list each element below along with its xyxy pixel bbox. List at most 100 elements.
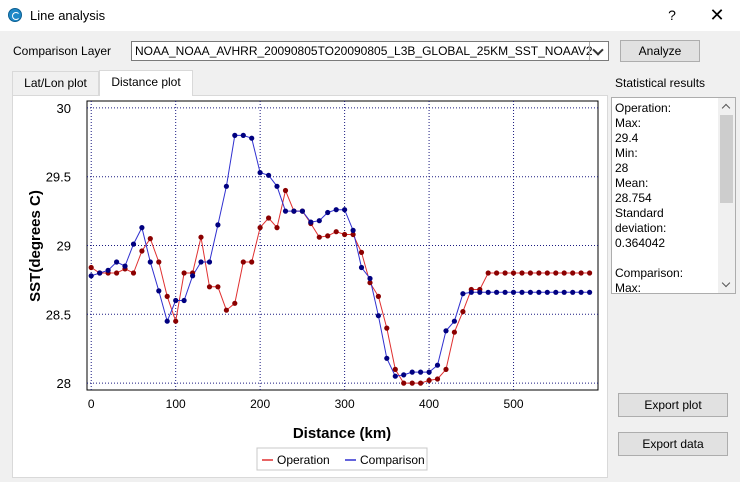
comparison-point (570, 289, 576, 295)
statistical-results-textbox[interactable]: Operation: Max: 29.4 Min: 28 Mean: 28.75… (611, 97, 736, 294)
operation-point (527, 270, 534, 276)
y-axis-label: SST(degrees C) (27, 190, 44, 302)
comparison-point (308, 219, 314, 225)
comparison-point (561, 289, 567, 295)
legend-comparison-label: Comparison (360, 453, 425, 467)
comparison-point (240, 132, 246, 138)
comparison-point (122, 263, 128, 269)
operation-point (401, 380, 407, 386)
operation-point (443, 366, 449, 372)
operation-point (173, 318, 179, 324)
export-plot-button[interactable]: Export plot (618, 393, 728, 417)
comparison-point (392, 373, 398, 379)
comparison-point (232, 132, 238, 138)
comparison-point (114, 259, 120, 265)
operation-point (274, 225, 280, 231)
x-tick-label: 400 (419, 397, 439, 411)
operation-point (206, 284, 213, 290)
comparison-point (164, 318, 170, 324)
comparison-point (139, 225, 145, 231)
operation-point (544, 270, 550, 276)
comparison-point (190, 273, 196, 279)
operation-point (240, 259, 246, 265)
scroll-up-icon[interactable] (718, 98, 735, 115)
comparison-point (342, 207, 348, 213)
operation-point (409, 380, 415, 386)
operation-point (164, 293, 170, 299)
scroll-down-icon[interactable] (718, 276, 735, 293)
comparison-point (578, 289, 584, 295)
operation-point (392, 366, 398, 372)
comparison-point (105, 267, 111, 273)
statistical-results-label: Statistical results (615, 76, 706, 90)
x-tick-label: 200 (250, 397, 270, 411)
comparison-point (384, 355, 390, 361)
comparison-point (274, 183, 280, 189)
y-tick-label: 28.5 (46, 307, 71, 322)
comparison-point (418, 369, 424, 375)
tab-lat-lon-plot[interactable]: Lat/Lon plot (12, 71, 99, 95)
operation-point (316, 234, 322, 240)
comparison-point (426, 369, 432, 375)
operation-point (114, 270, 120, 276)
comparison-point (299, 208, 305, 214)
comparison-point (485, 289, 491, 295)
statistical-results-text: Operation: Max: 29.4 Min: 28 Mean: 28.75… (615, 101, 684, 294)
operation-point (434, 376, 441, 382)
operation-point (451, 329, 457, 335)
comparison-layer-label: Comparison Layer (13, 44, 112, 58)
comparison-point (460, 291, 466, 297)
comparison-point (367, 275, 373, 282)
operation-point (510, 270, 517, 276)
scroll-thumb[interactable] (720, 115, 733, 203)
y-tick-label: 28 (57, 376, 71, 391)
comparison-point (223, 183, 229, 189)
export-data-button[interactable]: Export data (618, 432, 728, 456)
operation-point (249, 259, 255, 265)
comparison-point (434, 362, 441, 368)
operation-point (181, 270, 187, 276)
operation-point (325, 233, 331, 239)
x-axis-label: Distance (km) (293, 425, 391, 442)
operation-point (198, 234, 204, 240)
operation-point (384, 325, 390, 331)
x-tick-label: 0 (88, 397, 95, 411)
tab-distance-plot[interactable]: Distance plot (99, 70, 193, 96)
comparison-point (451, 318, 457, 324)
comparison-point (553, 289, 559, 295)
comparison-point (510, 289, 517, 295)
operation-point (342, 231, 348, 238)
comparison-layer-select[interactable]: NOAA_NOAA_AVHRR_20090805TO20090805_L3B_G… (131, 41, 609, 61)
close-button[interactable]: ✕ (709, 5, 725, 25)
stats-scrollbar[interactable] (718, 98, 735, 293)
chevron-down-icon[interactable] (589, 42, 608, 60)
comparison-point (333, 207, 339, 213)
comparison-point (587, 289, 593, 295)
comparison-point (282, 208, 289, 214)
comparison-point (215, 222, 221, 228)
operation-point (561, 270, 567, 276)
operation-point (418, 380, 424, 386)
comparison-point (249, 135, 255, 141)
operation-point (502, 270, 508, 276)
analyze-button[interactable]: Analyze (620, 40, 700, 62)
x-tick-label: 500 (504, 397, 524, 411)
operation-point (88, 264, 94, 271)
comparison-point (181, 297, 187, 304)
operation-point (223, 307, 229, 313)
comparison-point (97, 270, 103, 276)
comparison-point (257, 170, 263, 176)
operation-point (350, 231, 356, 238)
comparison-point (147, 259, 153, 265)
operation-point (130, 270, 137, 276)
comparison-point (350, 227, 356, 233)
operation-point (358, 249, 365, 255)
comparison-point (156, 288, 162, 294)
comparison-point (358, 264, 365, 271)
comparison-point (375, 313, 381, 319)
y-tick-label: 29.5 (46, 170, 71, 185)
help-button[interactable]: ? (668, 7, 676, 23)
comparison-point (443, 328, 449, 334)
operation-point (375, 293, 381, 299)
